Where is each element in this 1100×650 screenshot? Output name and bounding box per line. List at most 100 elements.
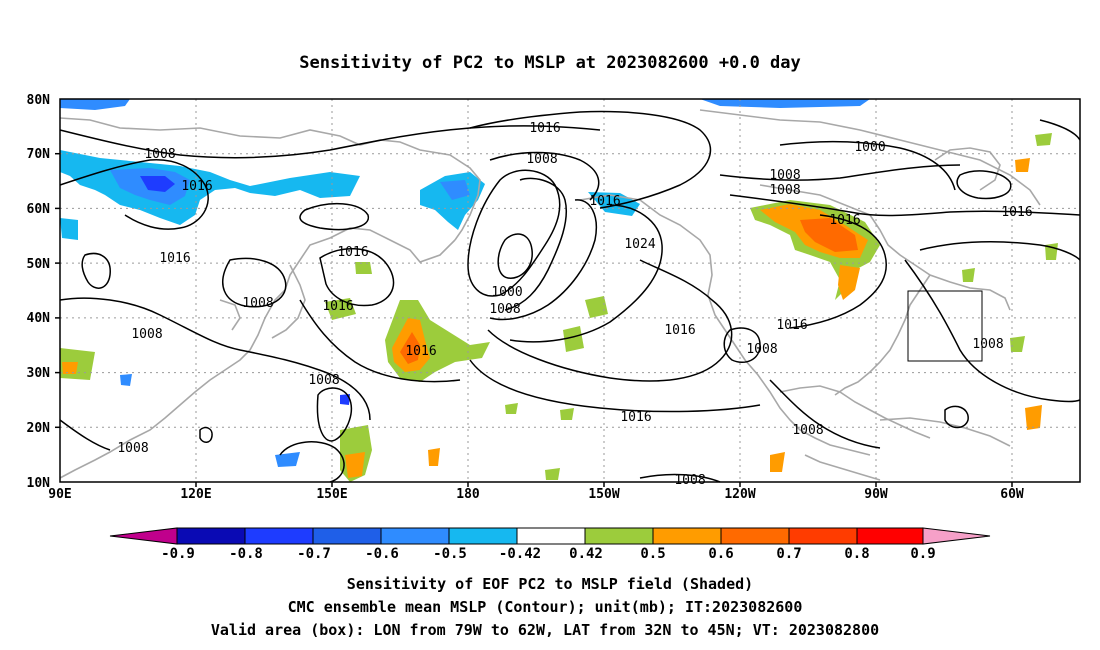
colorbar-swatch [516, 527, 586, 545]
colorbar-label: 0.8 [844, 546, 869, 562]
lat-label: 70N [27, 147, 51, 162]
shade-neg-arctic-west [60, 99, 130, 110]
contour-tropical-2 [279, 441, 345, 483]
colorbar: -0.9 -0.8 -0.7 -0.6 -0.5 -0.42 0.42 0.5 … [109, 527, 991, 562]
shade-pos-atlantic-2 [1010, 336, 1025, 352]
contour-label: 1016 [322, 299, 353, 314]
coastlines [59, 109, 1041, 481]
contour-ne-corner [1039, 119, 1081, 141]
contour-labrador-low [956, 170, 1012, 200]
contour-b [59, 159, 209, 230]
colorbar-label: -0.7 [297, 546, 331, 562]
contour-label: 1016 [337, 245, 368, 260]
contour-label: 1016 [620, 410, 651, 425]
colorbar-left-arrow [109, 527, 178, 545]
contour-1008-north [489, 151, 600, 201]
lon-label: 60W [1000, 487, 1024, 502]
valid-area-box [907, 290, 983, 362]
coast-japan [271, 264, 306, 339]
colorbar-label: 0.42 [569, 546, 603, 562]
shade-pos-greatlakes-orange [838, 265, 860, 300]
contour-label: 1008 [972, 337, 1003, 352]
contour-label: 1016 [405, 344, 436, 359]
shade-pos-canada-core [800, 218, 858, 252]
colorbar-label: -0.5 [433, 546, 467, 562]
contour-label: 1008 [526, 152, 557, 167]
figure-title: Sensitivity of PC2 to MSLP at 2023082600… [299, 53, 801, 73]
shade-pos-speck-4 [962, 268, 975, 282]
lat-label: 60N [27, 202, 51, 217]
colorbar-labels: -0.9 -0.8 -0.7 -0.6 -0.5 -0.42 0.42 0.5 … [161, 546, 936, 562]
contour-1008-china [59, 297, 371, 421]
shade-neg-sea-3 [340, 394, 350, 405]
colorbar-swatch [652, 527, 722, 545]
shade-pos-west-orange [62, 362, 78, 374]
contour-1008-japan [222, 257, 287, 308]
caption-line-1: Sensitivity of EOF PC2 to MSLP field (Sh… [347, 575, 753, 593]
lat-label: 20N [27, 421, 51, 436]
shade-neg-west-small [60, 218, 78, 240]
caption-line-3: Valid area (box): LON from 79W to 62W, L… [211, 621, 879, 639]
contour-label: 1008 [242, 296, 273, 311]
shade-pos-tropical-2 [428, 448, 440, 466]
colorbar-label: -0.42 [499, 546, 541, 562]
contour-1016-atlantic [904, 259, 1081, 403]
contour-label: 1008 [746, 342, 777, 357]
contour-atlantic-1 [919, 240, 1081, 261]
contour-label: 1000 [491, 285, 522, 300]
contour-1016-east [789, 214, 887, 329]
shade-neg-kamchatka [420, 172, 485, 230]
contour-atlantic-small [944, 405, 969, 429]
shade-pos-central-pacific-core [400, 332, 420, 364]
axis-ticks [55, 152, 1013, 487]
contour-tropical-low [316, 387, 352, 442]
lat-label: 80N [27, 93, 51, 108]
lon-label: 90W [864, 487, 888, 502]
colorbar-label: 0.7 [776, 546, 801, 562]
shade-neg-siberia-core [140, 176, 175, 192]
contour-label: 1008 [131, 327, 162, 342]
contour-label: 1008 [792, 423, 823, 438]
colorbar-label: 0.5 [640, 546, 665, 562]
contour-1016-south [469, 359, 761, 413]
contour-label: 1008 [117, 441, 148, 456]
colorbar-label: -0.6 [365, 546, 399, 562]
contour-low-3 [489, 199, 597, 321]
shade-pos-greenland [1035, 133, 1052, 146]
contour-nw-high [319, 247, 395, 307]
shade-pos-mid-pacific [563, 326, 584, 352]
contour-label: 1008 [489, 302, 520, 317]
lon-label: 90E [48, 487, 71, 502]
shade-neg-sea-2 [275, 452, 300, 467]
map-frame [59, 98, 1081, 483]
shade-neg-kamchatka-core [440, 180, 470, 200]
coast-gulf [779, 385, 931, 439]
contour-label: 1008 [769, 168, 800, 183]
coast-arctic-canada [699, 109, 1041, 206]
lon-label: 150W [588, 487, 619, 502]
contour-1016-west [299, 299, 461, 383]
contour-1008-mexico [769, 379, 881, 449]
colorbar-swatch [856, 527, 924, 545]
colorbar-swatch [380, 527, 450, 545]
colorbar-swatch [312, 527, 382, 545]
shade-pos-tropical-orange [345, 452, 365, 478]
contour-label: 1016 [664, 323, 695, 338]
coast-us-east [834, 274, 931, 396]
contour-1008-bottom [639, 473, 721, 483]
lon-label: 120E [180, 487, 211, 502]
figure-caption: Sensitivity of EOF PC2 to MSLP field (Sh… [211, 575, 879, 639]
lon-label: 120W [724, 487, 755, 502]
shade-pos-labrador [1015, 158, 1030, 172]
lat-label: 30N [27, 366, 51, 381]
shade-pos-speck-2 [560, 408, 574, 420]
shade-neg-sea-1 [120, 374, 132, 386]
contour-sw-us-low [723, 327, 761, 364]
contour-label: 1008 [769, 183, 800, 198]
shade-pos-atlantic-3 [1025, 405, 1042, 430]
contour-okhotsk [299, 202, 369, 231]
graticule [60, 99, 1080, 482]
shade-pos-speck-3 [545, 468, 560, 480]
coast-greenland [934, 147, 1001, 191]
